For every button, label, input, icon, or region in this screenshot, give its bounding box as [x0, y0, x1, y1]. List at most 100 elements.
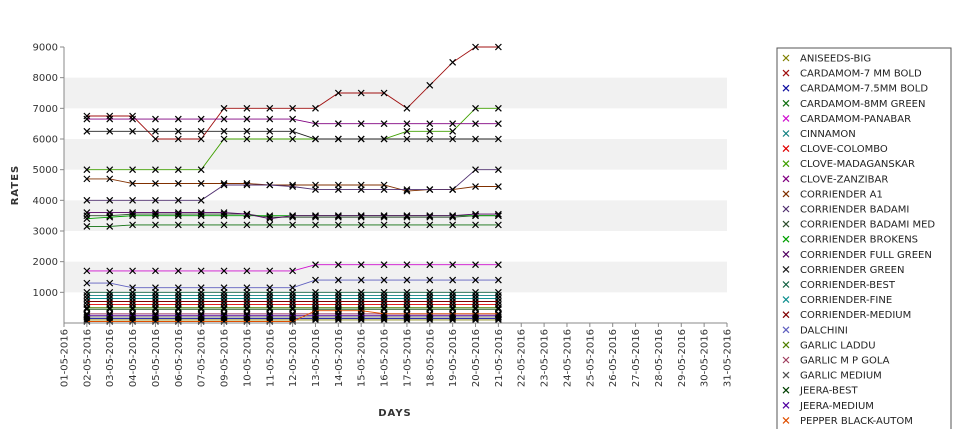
data-point	[197, 115, 205, 123]
x-tick-label: 23-05-2016	[540, 329, 551, 387]
legend-marker	[782, 296, 790, 304]
data-point	[472, 166, 479, 174]
data-point	[289, 212, 297, 220]
series-24	[83, 307, 502, 325]
data-point	[403, 127, 411, 135]
data-point	[312, 304, 319, 312]
legend-label: CORRIENDER A1	[800, 189, 883, 200]
data-point	[174, 304, 182, 312]
x-tick-label: 16-05-2016	[380, 329, 391, 387]
data-point	[357, 304, 365, 312]
legend-item: JEERA-BEST	[782, 386, 859, 397]
x-tick-label: 25-05-2016	[585, 329, 596, 387]
data-point	[403, 187, 411, 195]
data-point	[403, 186, 411, 194]
x-tick-label: 21-05-2016	[494, 329, 505, 387]
data-point	[220, 284, 228, 292]
legend-marker	[782, 220, 790, 228]
legend-label: CARDAMOM-8MM GREEN	[800, 99, 925, 110]
data-point	[449, 304, 457, 312]
series-lines	[83, 43, 502, 325]
data-point	[380, 304, 388, 312]
data-point	[312, 186, 319, 194]
data-point	[106, 298, 114, 305]
data-point	[243, 221, 251, 229]
grid-band	[64, 261, 727, 293]
data-point	[426, 295, 434, 302]
data-point	[220, 181, 228, 189]
legend-marker	[782, 341, 790, 349]
data-point	[403, 212, 411, 220]
data-point	[152, 304, 159, 312]
data-point	[403, 310, 411, 318]
legend-item: ANISEEDS-BIG	[782, 54, 871, 65]
data-point	[266, 304, 274, 312]
data-point	[449, 221, 457, 229]
data-point	[472, 304, 479, 312]
data-point	[152, 295, 159, 302]
data-point	[494, 310, 502, 318]
data-point	[380, 310, 388, 318]
x-tick-label: 03-05-2016	[105, 329, 116, 387]
data-point	[472, 298, 479, 305]
data-point	[380, 261, 388, 269]
data-point	[220, 298, 228, 305]
data-point	[129, 311, 137, 319]
data-point	[106, 305, 114, 313]
data-point	[266, 291, 274, 299]
data-point	[380, 298, 388, 305]
data-point	[220, 295, 228, 302]
legend-label: CORRIENDER-BEST	[800, 280, 896, 291]
data-point	[357, 89, 365, 97]
x-tick-label: 05-05-2016	[151, 329, 162, 387]
x-tick-label: 24-05-2016	[562, 329, 573, 387]
legend-marker	[782, 265, 790, 273]
legend-marker	[782, 160, 790, 168]
data-point	[312, 295, 319, 302]
data-point	[243, 291, 251, 299]
legend-label: CORRIENDER GREEN	[800, 265, 904, 276]
data-point	[449, 288, 457, 296]
legend-label: CLOVE-COLOMBO	[800, 144, 888, 155]
legend-marker	[782, 371, 790, 379]
data-point	[449, 120, 457, 128]
data-point	[334, 135, 342, 143]
data-point	[426, 304, 434, 312]
data-point	[266, 104, 274, 112]
data-point	[243, 305, 251, 313]
data-point	[220, 304, 228, 312]
data-point	[449, 135, 457, 143]
data-point	[243, 267, 251, 275]
data-point	[472, 261, 479, 269]
data-point	[83, 196, 91, 204]
grid-bands	[64, 77, 727, 293]
data-point	[380, 212, 388, 220]
data-point	[494, 298, 502, 305]
data-point	[220, 115, 228, 123]
data-point	[83, 175, 91, 183]
data-point	[197, 209, 205, 217]
data-point	[106, 196, 114, 204]
data-point	[403, 261, 411, 269]
data-point	[449, 311, 457, 319]
legend-item: CORRIENDER BROKENS	[782, 235, 918, 246]
data-point	[494, 304, 502, 312]
data-point	[83, 212, 91, 220]
data-point	[129, 209, 137, 217]
data-point	[426, 291, 434, 299]
legend-label: GARLIC M P GOLA	[800, 356, 890, 367]
data-point	[312, 261, 319, 269]
data-point	[449, 261, 457, 269]
data-point	[312, 298, 319, 305]
data-point	[449, 212, 457, 220]
y-axis-title: RATES	[10, 165, 21, 206]
legend-label: CORRIENDER-FINE	[800, 295, 892, 306]
data-point	[494, 311, 502, 319]
data-point	[152, 305, 159, 313]
x-axis-ticks: 01-05-2016 02-05-2016 03-05-2016 04-05-2016…	[60, 323, 734, 387]
data-point	[266, 221, 274, 229]
data-point	[472, 288, 479, 296]
data-point	[289, 284, 297, 292]
data-point	[334, 298, 342, 305]
legend-marker	[782, 356, 790, 364]
